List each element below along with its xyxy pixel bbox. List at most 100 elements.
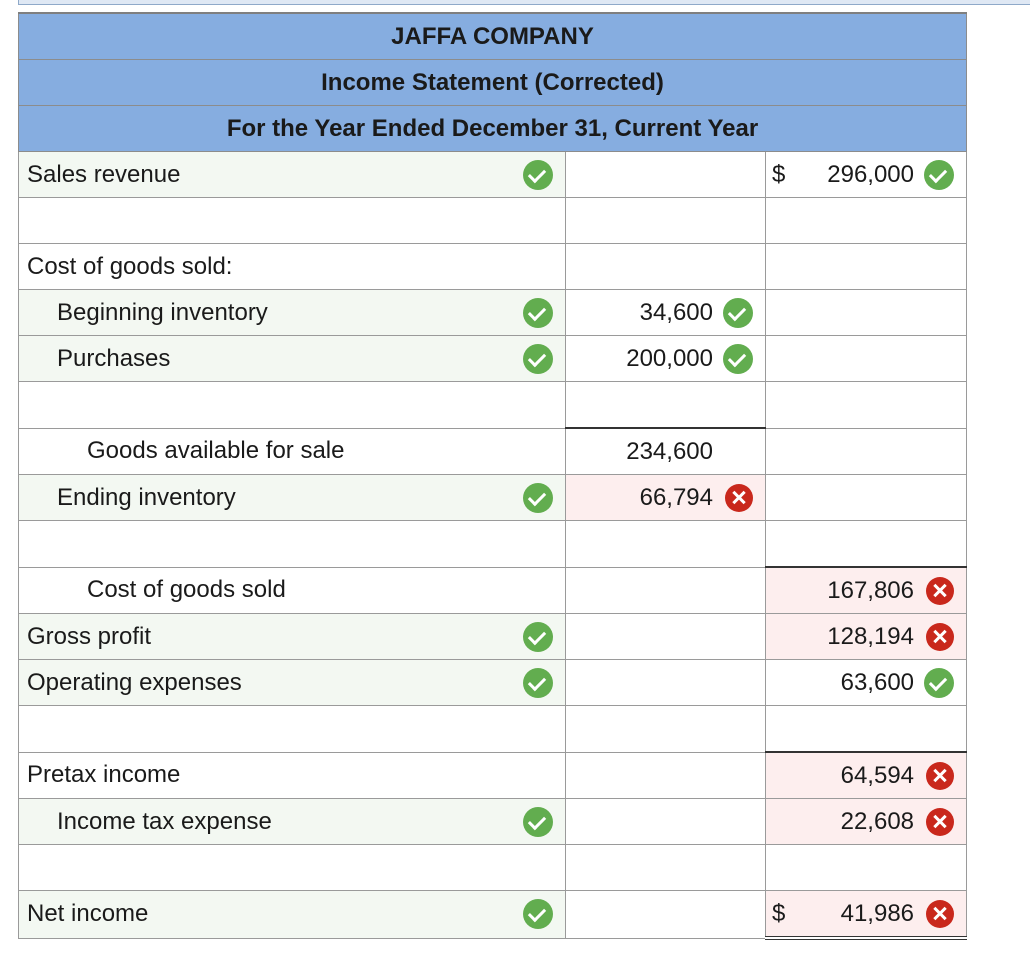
x-circle-icon — [926, 761, 955, 790]
row-label-cell[interactable]: Operating expenses — [18, 659, 566, 706]
amount-value: 34,600 — [639, 298, 713, 326]
statement-row: Beginning inventory 34,600 — [18, 289, 968, 336]
amount-cell-col2[interactable] — [565, 243, 766, 290]
amount-cell-col3[interactable] — [764, 381, 968, 429]
row-label-cell[interactable]: Gross profit — [18, 613, 566, 660]
check-circle-icon — [523, 297, 553, 328]
amount-cell-col2[interactable] — [565, 151, 766, 198]
dollar-sign: $ — [772, 899, 786, 927]
statement-row: Goods available for sale 234,600 — [18, 427, 968, 475]
x-circle-icon — [926, 807, 955, 836]
row-label-cell[interactable] — [18, 520, 566, 568]
amount-cell-col3[interactable] — [764, 844, 968, 891]
amount-cell-col3[interactable]: $41,986 — [764, 890, 968, 940]
amount-cell-col3[interactable] — [764, 427, 968, 475]
statement-row: Income tax expense 22,608 — [18, 798, 968, 845]
amount-cell-col2[interactable] — [565, 844, 766, 891]
row-label-cell[interactable]: Income tax expense — [18, 798, 566, 845]
x-circle-icon — [926, 576, 955, 605]
row-label-cell[interactable]: Goods available for sale — [18, 427, 566, 475]
amount-cell-col2[interactable] — [565, 751, 766, 799]
amount-cell-col2[interactable]: 66,794 — [565, 474, 766, 521]
row-label-cell[interactable] — [18, 197, 566, 244]
amount-cell-col3[interactable] — [764, 289, 968, 336]
x-circle-icon — [926, 622, 955, 651]
statement-row: Cost of goods sold 167,806 — [18, 566, 968, 614]
statement-row — [18, 705, 968, 753]
amount-cell-col2[interactable]: 200,000 — [565, 335, 766, 382]
statement-row: Ending inventory 66,794 — [18, 474, 968, 521]
amount-cell-col3[interactable]: 64,594 — [764, 751, 968, 799]
amount-cell-col3[interactable] — [764, 335, 968, 382]
statement-row — [18, 844, 968, 891]
total-value: 41,986 — [840, 899, 915, 927]
row-label-cell[interactable]: Cost of goods sold — [18, 566, 566, 614]
statement-period: For the Year Ended December 31, Current … — [17, 105, 968, 152]
statement-row: Operating expenses 63,600 — [18, 659, 968, 706]
amount-cell-col2[interactable] — [565, 520, 766, 568]
total-value: 22,608 — [840, 807, 915, 835]
header-row-period: For the Year Ended December 31, Current … — [17, 105, 968, 152]
top-divider — [18, 0, 1030, 5]
row-label: Cost of goods sold — [87, 576, 286, 604]
statement-row — [18, 197, 968, 244]
row-label: Sales revenue — [27, 160, 181, 188]
statement-title: Income Statement (Corrected) — [17, 59, 968, 106]
row-label-cell[interactable] — [18, 705, 566, 753]
row-label: Cost of goods sold: — [27, 252, 233, 280]
amount-value: 200,000 — [626, 344, 713, 372]
amount-cell-col3[interactable]: $296,000 — [764, 151, 968, 198]
amount-cell-col3[interactable] — [764, 474, 968, 521]
row-label: Operating expenses — [27, 668, 242, 696]
row-label: Pretax income — [27, 761, 181, 789]
amount-cell-col2[interactable] — [565, 705, 766, 753]
row-label-cell[interactable] — [18, 844, 566, 891]
amount-cell-col2[interactable]: 34,600 — [565, 289, 766, 336]
amount-cell-col2[interactable] — [565, 890, 766, 939]
row-label-cell[interactable]: Net income — [18, 890, 566, 939]
row-label-cell[interactable]: Cost of goods sold: — [18, 243, 566, 290]
amount-cell-col2[interactable] — [565, 613, 766, 660]
total-value: 63,600 — [840, 668, 915, 696]
amount-cell-col2[interactable] — [565, 566, 766, 614]
row-label-cell[interactable]: Ending inventory — [18, 474, 566, 521]
amount-cell-col2[interactable] — [565, 381, 766, 429]
amount-cell-col2[interactable] — [565, 197, 766, 244]
statement-row — [18, 520, 968, 568]
amount-cell-col2[interactable]: 234,600 — [565, 427, 766, 475]
statement-row: Pretax income 64,594 — [18, 751, 968, 799]
amount-cell-col3[interactable] — [764, 705, 968, 753]
total-value: 64,594 — [840, 761, 915, 789]
check-circle-icon — [523, 667, 553, 698]
row-label-cell[interactable]: Purchases — [18, 335, 566, 382]
row-label: Purchases — [57, 344, 171, 372]
amount-cell-col3[interactable] — [764, 197, 968, 244]
statement-row: Gross profit 128,194 — [18, 613, 968, 660]
amount-cell-col3[interactable] — [764, 520, 968, 568]
amount-cell-col3[interactable]: 63,600 — [764, 659, 968, 706]
row-label: Goods available for sale — [87, 437, 345, 465]
statement-row — [18, 381, 968, 429]
check-circle-icon — [723, 343, 753, 374]
amount-cell-col2[interactable] — [565, 659, 766, 706]
total-value: 167,806 — [827, 576, 915, 604]
statement-row: Purchases 200,000 — [18, 335, 968, 382]
amount-cell-col2[interactable] — [565, 798, 766, 845]
row-label: Ending inventory — [57, 483, 236, 511]
row-label-cell[interactable]: Pretax income — [18, 751, 566, 799]
row-label-cell[interactable]: Sales revenue — [18, 151, 566, 198]
amount-cell-col3[interactable]: 167,806 — [764, 566, 968, 614]
row-label-cell[interactable] — [18, 381, 566, 429]
company-name: JAFFA COMPANY — [17, 12, 968, 60]
check-circle-icon — [723, 297, 753, 328]
statement-row: Cost of goods sold: — [18, 243, 968, 290]
row-label: Beginning inventory — [57, 298, 268, 326]
row-label-cell[interactable]: Beginning inventory — [18, 289, 566, 336]
check-circle-icon — [523, 343, 553, 374]
amount-cell-col3[interactable]: 128,194 — [764, 613, 968, 660]
header-row-statement: Income Statement (Corrected) — [17, 59, 968, 106]
check-circle-icon — [523, 159, 553, 190]
amount-cell-col3[interactable] — [764, 243, 968, 290]
amount-cell-col3[interactable]: 22,608 — [764, 798, 968, 845]
check-circle-icon — [523, 621, 553, 652]
